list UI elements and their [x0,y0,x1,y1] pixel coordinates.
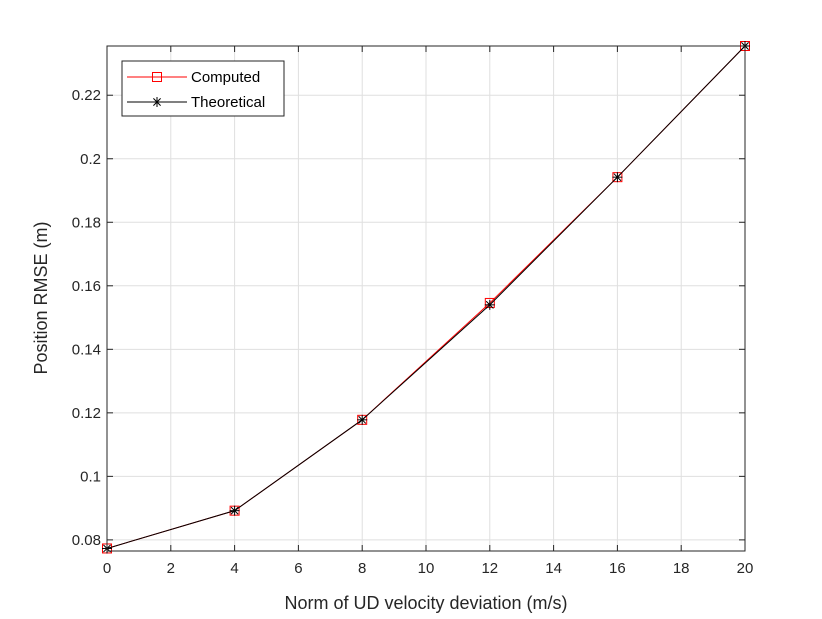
series-layer [102,41,750,554]
y-tick-label: 0.1 [80,468,101,485]
legend-label-theoretical: Theoretical [191,94,265,111]
x-tick-labels: 0 2 4 6 8 10 12 14 16 18 20 [103,560,754,577]
x-tick-label: 0 [103,560,111,577]
asterisk-stroke [485,300,494,309]
y-axis-label: Position RMSE (m) [31,221,51,374]
theoretical-data-point [229,505,240,516]
y-tick-label: 0.16 [72,278,101,295]
asterisk-stroke [153,98,161,106]
x-tick-label: 16 [609,560,626,577]
x-tick-label: 14 [545,560,562,577]
theoretical-data-point [612,172,623,183]
x-tick-label: 2 [167,560,175,577]
y-tick-label: 0.08 [72,532,101,549]
y-tick-label: 0.12 [72,405,101,422]
legend: Computed Theoretical [121,60,285,117]
legend-label-computed: Computed [191,69,260,86]
legend-marker-theoretical [152,97,162,107]
legend-box [121,60,285,117]
x-tick-label: 12 [481,560,498,577]
y-tick-label: 0.2 [80,151,101,168]
x-tick-label: 8 [358,560,366,577]
y-tick-labels: 0.08 0.1 0.12 0.14 0.16 0.18 0.2 0.22 [72,87,101,549]
x-tick-label: 18 [673,560,690,577]
theoretical-series-line [106,45,746,549]
y-tick-label: 0.14 [72,341,101,358]
asterisk-stroke [613,173,622,182]
legend-marker-computed [152,72,162,82]
x-tick-label: 4 [230,560,238,577]
y-tick-label: 0.22 [72,87,101,104]
asterisk-stroke [358,415,367,424]
x-tick-label: 20 [737,560,754,577]
y-tick-label: 0.18 [72,214,101,231]
axis-ticks [106,46,746,551]
x-tick-label: 6 [294,560,302,577]
x-tick-label: 10 [418,560,435,577]
theoretical-data-point [484,299,495,310]
x-axis-label: Norm of UD velocity deviation (m/s) [284,593,567,613]
theoretical-data-point [357,414,368,425]
asterisk-stroke [230,506,239,515]
